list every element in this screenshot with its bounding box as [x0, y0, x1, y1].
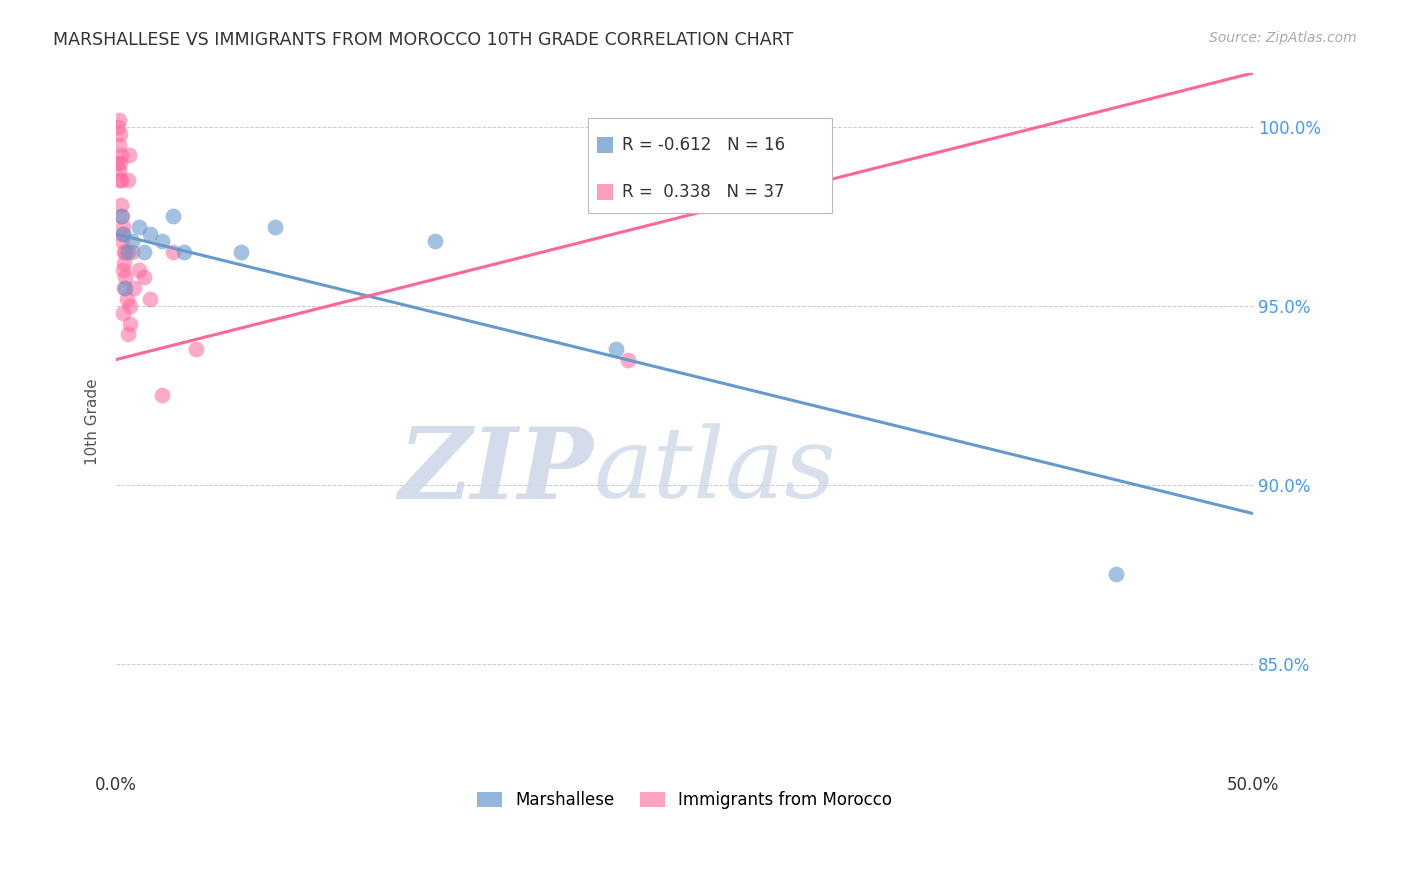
Point: [264, 219, 287, 234]
Point: [139, 227, 162, 241]
Point: [110, 173, 132, 187]
Point: [112, 227, 135, 241]
Point: [128, 219, 150, 234]
Point: [114, 270, 136, 285]
Point: [111, 209, 134, 223]
Point: [117, 245, 139, 260]
Point: [605, 342, 627, 356]
Point: [111, 235, 134, 249]
Point: [112, 227, 135, 241]
Point: [231, 245, 253, 260]
Text: R =  0.338   N = 37: R = 0.338 N = 37: [621, 183, 785, 201]
Point: [184, 342, 207, 356]
Point: [132, 245, 155, 260]
Point: [121, 235, 143, 249]
Text: R = -0.612   N = 16: R = -0.612 N = 16: [621, 136, 785, 153]
Point: [108, 162, 131, 177]
Point: [112, 263, 135, 277]
Point: [121, 245, 143, 260]
Y-axis label: 10th Grade: 10th Grade: [86, 379, 100, 466]
Text: Source: ZipAtlas.com: Source: ZipAtlas.com: [1209, 31, 1357, 45]
Text: atlas: atlas: [593, 424, 837, 519]
Point: [173, 245, 195, 260]
Point: [118, 299, 141, 313]
Point: [111, 219, 134, 234]
Point: [108, 155, 131, 169]
Point: [112, 256, 135, 270]
Point: [107, 155, 129, 169]
Point: [117, 327, 139, 342]
Point: [107, 112, 129, 127]
Point: [616, 352, 638, 367]
FancyBboxPatch shape: [588, 119, 832, 212]
Point: [118, 148, 141, 162]
Point: [162, 209, 184, 223]
Point: [132, 270, 155, 285]
Text: ZIP: ZIP: [399, 423, 593, 519]
Point: [128, 263, 150, 277]
Point: [423, 235, 446, 249]
Point: [110, 173, 132, 187]
Text: MARSHALLESE VS IMMIGRANTS FROM MOROCCO 10TH GRADE CORRELATION CHART: MARSHALLESE VS IMMIGRANTS FROM MOROCCO 1…: [53, 31, 793, 49]
Point: [115, 292, 138, 306]
Point: [112, 306, 135, 320]
Point: [139, 292, 162, 306]
Point: [108, 127, 131, 141]
Point: [112, 281, 135, 295]
Legend: Marshallese, Immigrants from Morocco: Marshallese, Immigrants from Morocco: [471, 784, 898, 815]
Point: [110, 198, 132, 212]
Point: [150, 388, 173, 402]
Point: [110, 209, 132, 223]
Point: [112, 245, 135, 260]
Point: [162, 245, 184, 260]
Point: [107, 120, 129, 134]
Point: [124, 281, 146, 295]
Point: [114, 281, 136, 295]
Point: [117, 173, 139, 187]
Point: [118, 317, 141, 331]
Point: [107, 137, 129, 152]
Point: [1105, 567, 1128, 582]
Point: [110, 148, 132, 162]
Point: [114, 245, 136, 260]
Point: [150, 235, 173, 249]
